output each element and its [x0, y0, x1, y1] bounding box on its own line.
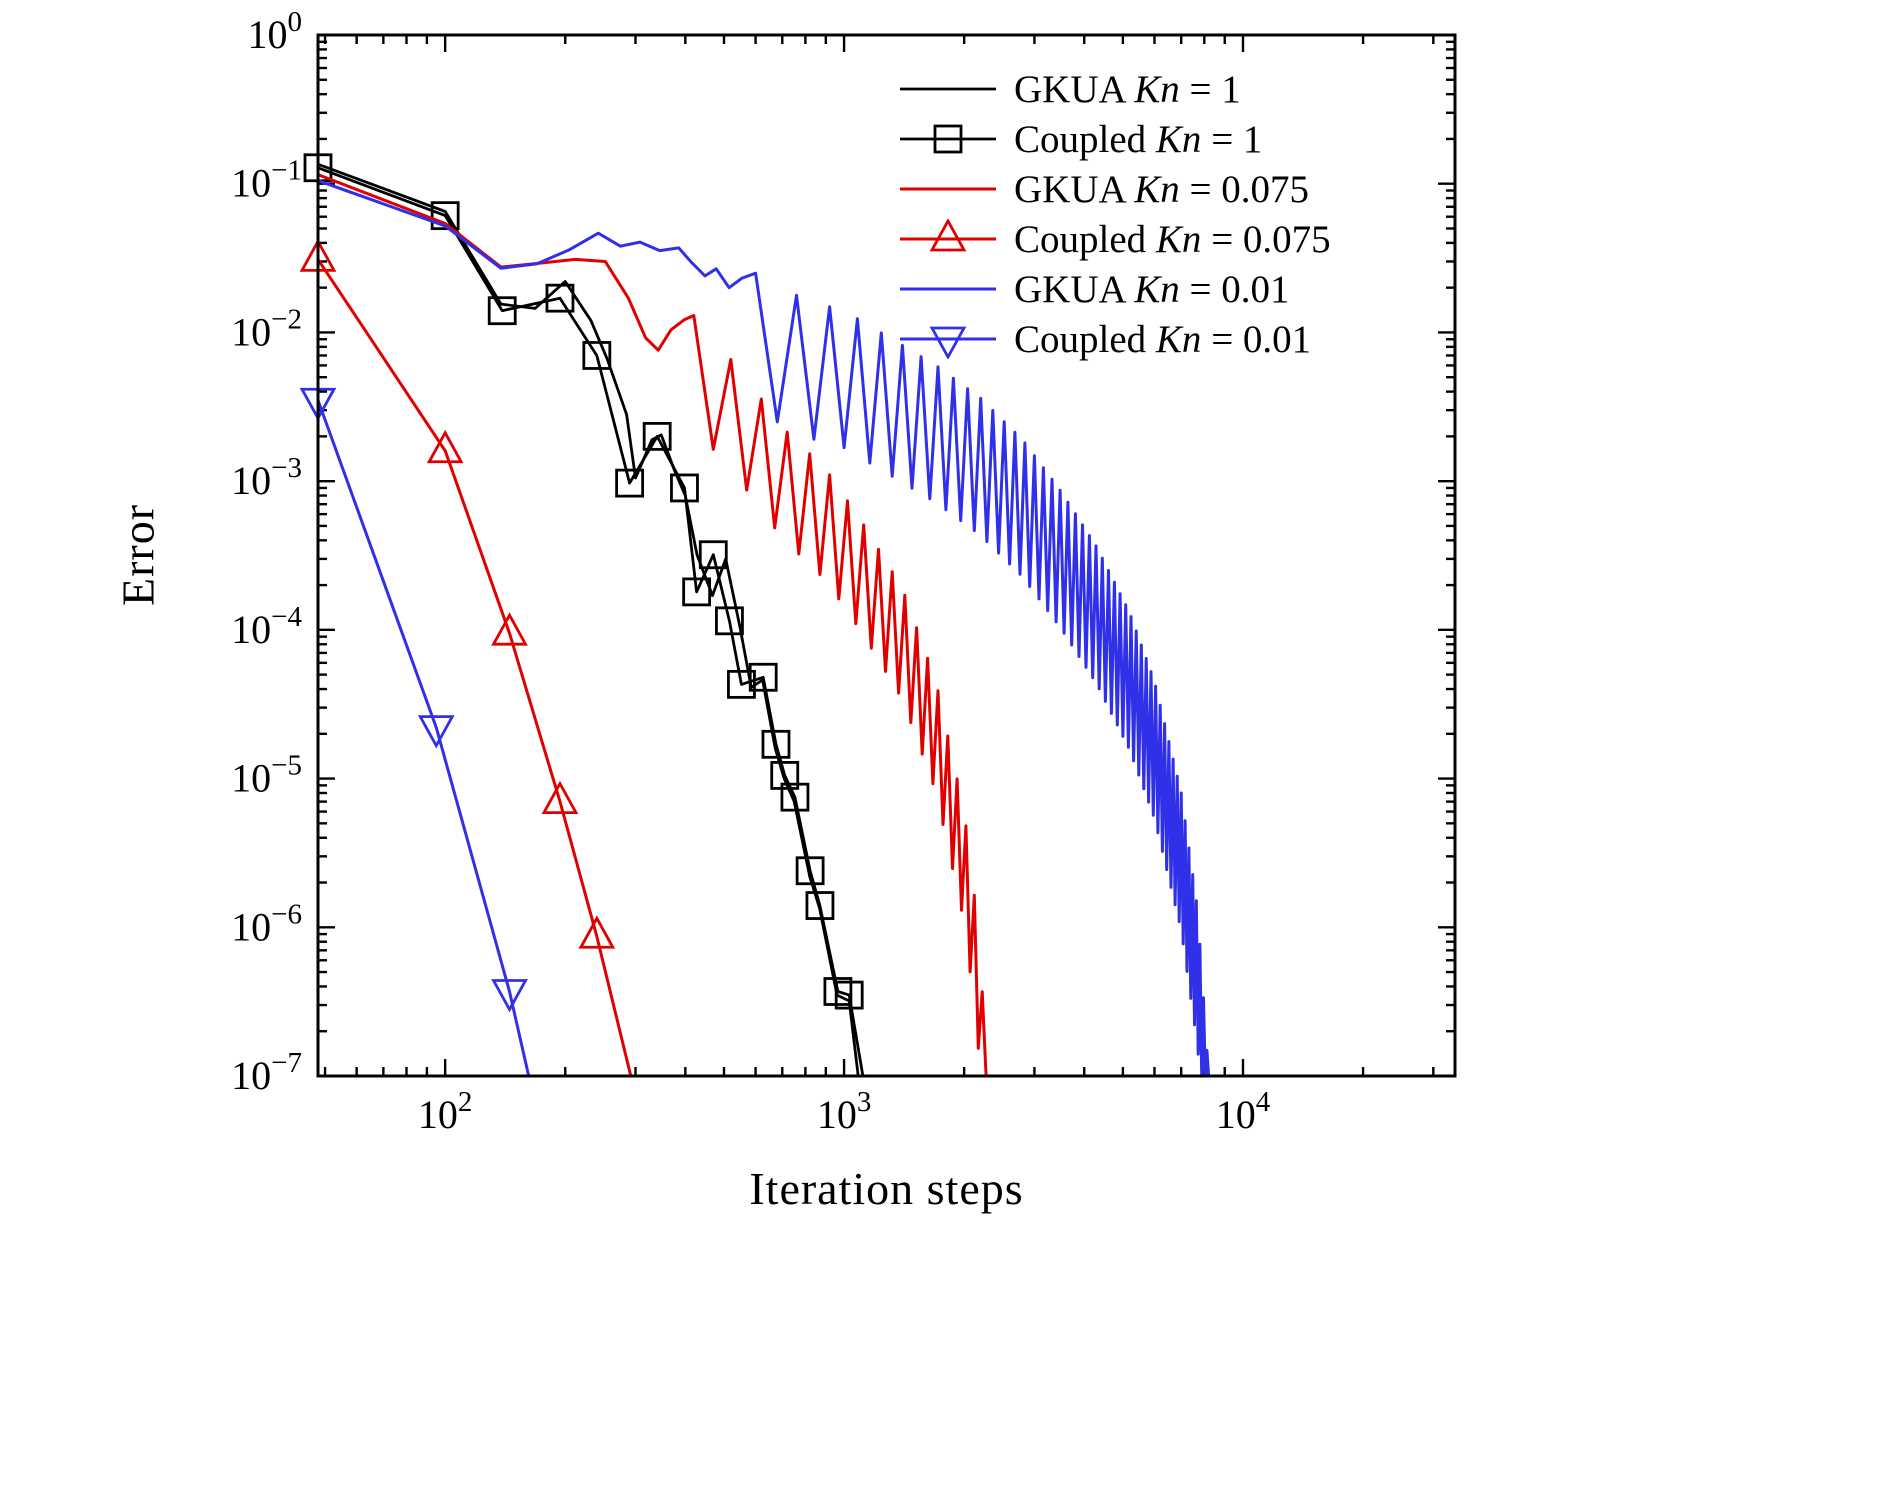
legend-label-gkua-kn-1: GKUA Kn = 1	[1014, 67, 1241, 111]
series-markers-coupled-kn-0075	[299, 238, 616, 949]
chart-legend: GKUA Kn = 1 Coupled Kn = 1 GKUA Kn = 0.075…	[898, 64, 1331, 364]
legend-entry-gkua-kn-1: GKUA Kn = 1	[898, 64, 1331, 114]
legend-entry-gkua-kn-0075: GKUA Kn = 0.075	[898, 164, 1331, 214]
svg-text:10−1: 10−1	[231, 155, 302, 206]
svg-text:104: 104	[1216, 1086, 1271, 1137]
legend-entry-coupled-kn-1: Coupled Kn = 1	[898, 114, 1331, 164]
legend-sample-gkua-kn-001	[900, 287, 996, 291]
legend-label-gkua-kn-0075: GKUA Kn = 0.075	[1014, 167, 1310, 211]
legend-entry-coupled-kn-001: Coupled Kn = 0.01	[898, 314, 1331, 364]
legend-sample-coupled-kn-1	[900, 124, 996, 154]
svg-text:103: 103	[817, 1086, 872, 1137]
legend-sample-coupled-kn-001	[900, 326, 996, 359]
legend-sample-coupled-kn-0075	[900, 219, 996, 252]
legend-kn-var: Kn	[1155, 317, 1202, 361]
legend-entry-gkua-kn-001: GKUA Kn = 0.01	[898, 264, 1331, 314]
series-markers-coupled-kn-001	[299, 387, 528, 1013]
svg-text:10−3: 10−3	[231, 452, 302, 503]
series-line-gkua-kn-0075	[318, 173, 989, 1076]
legend-kn-var: Kn	[1134, 267, 1180, 311]
svg-text:10−2: 10−2	[231, 303, 302, 354]
svg-text:10−6: 10−6	[231, 898, 302, 949]
legend-kn-var: Kn	[1155, 117, 1202, 161]
x-axis-label: Iteration steps	[749, 1163, 1024, 1214]
svg-text:10−5: 10−5	[231, 750, 302, 801]
legend-entry-coupled-kn-0075: Coupled Kn = 0.075	[898, 214, 1331, 264]
legend-sample-gkua-kn-0075	[900, 187, 996, 191]
legend-kn-var: Kn	[1134, 167, 1180, 211]
svg-text:10−7: 10−7	[231, 1047, 302, 1098]
series-line-gkua-kn-001	[318, 179, 1211, 1076]
legend-kn-var: Kn	[1134, 67, 1180, 111]
legend-label-coupled-kn-1: Coupled Kn = 1	[1014, 117, 1263, 161]
legend-label-coupled-kn-001: Coupled Kn = 0.01	[1014, 317, 1312, 361]
legend-sample-gkua-kn-1	[900, 87, 996, 91]
plot-frame	[316, 33, 1457, 1078]
series-markers-coupled-kn-1	[303, 153, 864, 1010]
svg-text:100: 100	[248, 6, 303, 57]
y-axis-label: Error	[112, 503, 164, 607]
legend-kn-var: Kn	[1155, 217, 1202, 261]
series-line-coupled-kn-0075	[318, 258, 633, 1076]
series-line-coupled-kn-001	[318, 399, 531, 1076]
legend-label-coupled-kn-0075: Coupled Kn = 0.075	[1014, 217, 1331, 261]
axis-tick-labels: 102 103 104 10−7 10−6 10−5 10−4 10−3 10−2 10−1 100	[231, 6, 1271, 1137]
legend-label-gkua-kn-001: GKUA Kn = 0.01	[1014, 267, 1290, 311]
svg-text:10−4: 10−4	[231, 601, 302, 652]
svg-text:102: 102	[418, 1086, 473, 1137]
series-line-coupled-kn-1	[318, 166, 865, 1076]
